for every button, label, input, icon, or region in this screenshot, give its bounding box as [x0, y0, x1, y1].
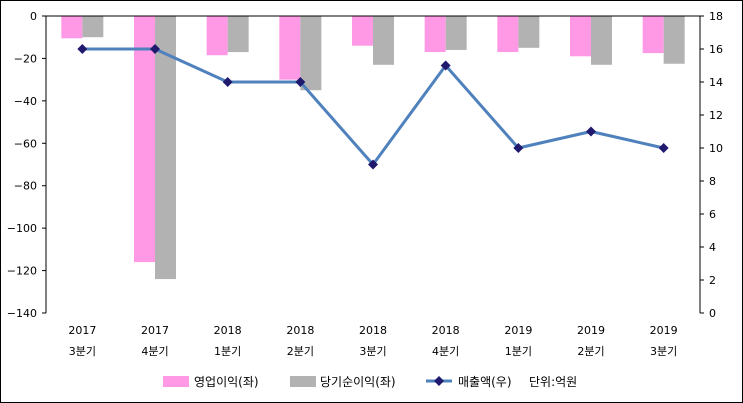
marker-revenue-7	[586, 126, 596, 137]
x-tick-quarter-2: 1분기	[214, 345, 241, 358]
bar-operating-profit-8	[642, 16, 664, 54]
x-tick-quarter-6: 1분기	[505, 345, 532, 358]
x-tick-year-8: 2019	[650, 324, 678, 337]
marker-revenue-1	[150, 44, 160, 54]
x-tick-quarter-5: 4분기	[432, 345, 459, 358]
x-tick-quarter-7: 2분기	[577, 345, 604, 358]
y-right-tick-label-1: 16	[709, 43, 723, 56]
x-tick-year-5: 2018	[432, 324, 460, 337]
bar-operating-profit-7	[570, 16, 591, 57]
marker-revenue-8	[658, 143, 669, 153]
bar-net-income-0	[82, 16, 104, 38]
bar-operating-profit-1	[134, 16, 155, 263]
legend-label-revenue: 매출액(우)	[458, 375, 512, 389]
marker-revenue-2	[222, 77, 233, 87]
x-tick-year-7: 2019	[577, 324, 605, 337]
y-left-tick-label-3: −60	[14, 137, 37, 150]
bar-net-income-7	[591, 16, 612, 65]
bar-net-income-5	[445, 16, 467, 50]
y-left-tick-label-1: −20	[14, 52, 37, 65]
legend-marker-revenue	[434, 376, 444, 386]
bar-net-income-2	[227, 16, 249, 53]
legend-label-net-income: 당기순이익(좌)	[320, 375, 396, 389]
y-left-tick-label-6: −120	[7, 265, 37, 278]
x-tick-year-6: 2019	[504, 324, 532, 337]
y-right-tick-label-4: 10	[709, 142, 723, 155]
marker-revenue-5	[440, 60, 451, 71]
y-right-tick-label-7: 4	[709, 241, 716, 254]
y-right-tick-label-5: 8	[709, 175, 716, 188]
marker-revenue-6	[513, 143, 524, 153]
bar-net-income-4	[373, 16, 394, 65]
y-right-tick-label-0: 18	[709, 10, 723, 23]
legend-swatch-operating-profit	[163, 376, 189, 387]
plot-area: 0−20−40−60−80−100−120−140181614121086420…	[7, 10, 723, 358]
y-left-tick-label-0: 0	[30, 10, 37, 23]
x-tick-year-4: 2018	[359, 324, 387, 337]
legend: 영업이익(좌) 당기순이익(좌) 매출액(우) 단위:억원	[163, 375, 577, 389]
y-left-tick-label-5: −100	[7, 222, 37, 235]
x-tick-year-1: 2017	[141, 324, 169, 337]
y-right-tick-label-3: 12	[709, 109, 723, 122]
y-left-tick-label-7: −140	[7, 307, 37, 320]
x-tick-year-0: 2017	[68, 324, 96, 337]
unit-note: 단위:억원	[529, 375, 577, 389]
bar-operating-profit-5	[424, 16, 446, 53]
y-right-tick-label-8: 2	[709, 274, 716, 287]
bar-operating-profit-2	[206, 16, 228, 56]
x-tick-quarter-0: 3분기	[69, 345, 96, 358]
y-right-tick-label-6: 6	[709, 208, 716, 221]
x-tick-year-2: 2018	[214, 324, 242, 337]
x-tick-year-3: 2018	[286, 324, 314, 337]
bar-net-income-6	[518, 16, 540, 48]
marker-revenue-4	[368, 159, 378, 170]
marker-revenue-3	[295, 77, 306, 87]
bar-operating-profit-4	[352, 16, 373, 46]
bar-net-income-8	[663, 16, 685, 64]
bar-operating-profit-3	[279, 16, 301, 80]
legend-label-operating-profit: 영업이익(좌)	[194, 375, 259, 389]
x-tick-quarter-1: 4분기	[141, 345, 168, 358]
bar-net-income-1	[155, 16, 176, 280]
x-tick-quarter-8: 3분기	[650, 345, 677, 358]
y-left-tick-label-2: −40	[14, 95, 37, 108]
y-right-tick-label-9: 0	[709, 307, 716, 320]
y-right-tick-label-2: 14	[709, 76, 723, 89]
marker-revenue-0	[77, 44, 88, 54]
y-left-tick-label-4: −80	[14, 180, 37, 193]
legend-swatch-net-income	[290, 376, 316, 387]
bar-operating-profit-6	[497, 16, 519, 53]
bar-net-income-3	[300, 16, 322, 91]
bar-operating-profit-0	[61, 16, 83, 39]
x-tick-quarter-4: 3분기	[359, 345, 386, 358]
x-tick-quarter-3: 2분기	[287, 345, 314, 358]
